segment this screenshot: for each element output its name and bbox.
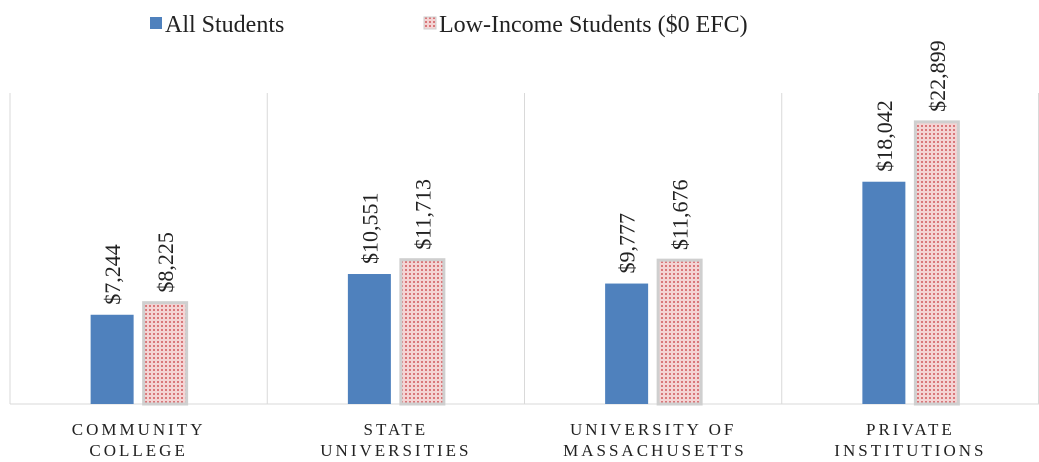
legend-label: All Students: [165, 12, 284, 38]
value-label: $11,713: [410, 179, 435, 250]
value-label: $18,042: [872, 100, 897, 172]
x-tick-label: PRIVATE INSTITUTIONS: [834, 420, 987, 460]
value-label: $10,551: [357, 193, 382, 265]
value-label: $8,225: [153, 232, 178, 293]
legend-swatch: [150, 17, 162, 29]
value-label: $7,244: [100, 244, 125, 305]
bar: [862, 181, 906, 404]
x-tick-label: COMMUNITY COLLEGE: [71, 420, 206, 460]
x-tick-label: STATE UNIVERSITIES: [320, 420, 472, 460]
value-label: $9,777: [615, 213, 640, 274]
bar: [913, 120, 960, 406]
bar: [656, 258, 703, 406]
value-label: $22,899: [925, 40, 950, 112]
bar: [605, 283, 649, 404]
x-tick-label: UNIVERSITY OF MASSACHUSETTS: [563, 420, 747, 460]
bar: [399, 258, 446, 406]
bar: [142, 301, 189, 406]
bar: [347, 274, 391, 404]
value-label: $11,676: [668, 179, 693, 250]
legend-label: Low-Income Students ($0 EFC): [439, 12, 748, 38]
bar: [90, 314, 134, 404]
legend-swatch: [423, 16, 437, 30]
